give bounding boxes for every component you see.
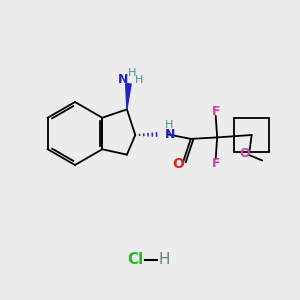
- Text: F: F: [212, 157, 220, 170]
- Text: O: O: [172, 157, 184, 170]
- Text: Cl: Cl: [127, 252, 143, 267]
- Text: H: H: [128, 68, 136, 78]
- Text: H: H: [135, 75, 144, 85]
- Text: H: H: [165, 120, 173, 130]
- Text: H: H: [159, 252, 170, 267]
- Polygon shape: [126, 84, 131, 110]
- Text: N: N: [118, 74, 128, 86]
- Text: F: F: [212, 105, 220, 118]
- Text: O: O: [239, 147, 250, 161]
- Text: N: N: [165, 128, 175, 141]
